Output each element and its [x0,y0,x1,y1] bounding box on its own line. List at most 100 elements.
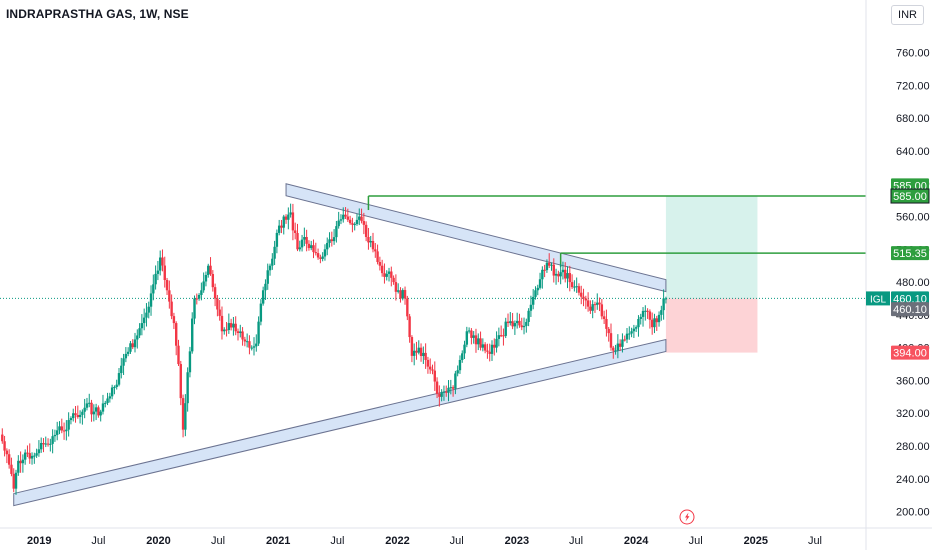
candle [326,237,329,256]
candle [243,336,247,347]
candle [369,235,372,248]
last-price-secondary-label: 460.10 [893,304,927,316]
currency-button[interactable]: INR [891,5,924,25]
candle-body [232,323,235,328]
candle [168,280,171,309]
time-tick-label: 2022 [385,535,409,547]
candle [600,299,604,320]
target1-axis-outline [890,188,930,204]
candle-body [213,287,217,299]
price-tick-label: 480.00 [896,277,930,289]
candle-body [234,323,237,332]
candle-body [392,277,395,283]
candle-body [229,323,233,328]
candle-body [655,318,658,323]
candle [609,323,613,351]
candle [42,438,45,453]
candle-body [495,338,498,348]
target-lines[interactable] [0,195,866,299]
candle [474,328,478,353]
target1-axis-label-bg [891,189,929,204]
candle-body [403,290,407,299]
candle-body [593,304,597,306]
candle [122,353,125,375]
symbol-badge-bg [866,291,890,306]
candle-body [648,311,652,320]
candle [94,403,98,421]
candle [493,338,496,356]
candle-body [424,352,427,360]
candle [385,270,388,281]
candle-body [321,256,324,259]
candle-body [534,290,537,297]
candle-body [289,212,292,215]
candle [536,284,539,296]
candle [19,451,22,473]
candle [506,313,510,328]
candle [60,418,63,434]
candle [277,219,281,236]
candle [236,328,240,341]
candle-body [252,346,256,348]
candle-body [268,265,272,271]
candle-body [483,344,487,351]
candle-body [225,329,228,331]
candle-body [154,273,157,285]
candle [213,283,217,307]
candle-body [548,262,551,266]
candle [380,259,384,277]
candle-body [374,249,377,252]
candle-body [504,321,507,336]
candle [248,335,251,355]
target1-axis-label: 585.00 [893,191,927,203]
candle [179,360,182,406]
candle-body [305,237,308,244]
candle [314,242,317,256]
candle [195,293,198,305]
candle [3,435,6,457]
target2-label-bg [891,246,929,261]
candle [49,438,52,452]
candle [605,309,608,337]
candle [113,385,116,395]
candle-body [227,323,231,331]
candle-body [284,216,288,220]
channel-drawing[interactable] [13,183,667,507]
candle [399,287,402,303]
candle [88,393,91,408]
candle [310,240,313,251]
candle [575,277,578,293]
candle-body [541,269,544,280]
candle [58,421,61,435]
candle-body [179,364,182,399]
candle [266,263,269,290]
candle [564,262,567,283]
candle [81,409,84,425]
candle-body [115,384,118,388]
stop-loss-zone [665,298,758,353]
candle [360,208,363,224]
candle [412,343,416,366]
candle [90,399,93,422]
candle [447,380,450,402]
candle [339,214,343,225]
candle-body [21,459,25,464]
candle-body [323,249,327,257]
candle-body [435,381,439,394]
candle-body [184,403,187,430]
candle [207,263,210,278]
candle-body [124,353,128,359]
candle-body [202,281,205,291]
candle [440,389,443,402]
candle [598,297,601,312]
candle [538,272,542,290]
candle [287,207,290,230]
candle [364,221,368,242]
position-zones[interactable] [665,196,758,353]
candle-body [353,224,356,226]
candle [655,315,658,331]
candle-body [303,237,306,240]
